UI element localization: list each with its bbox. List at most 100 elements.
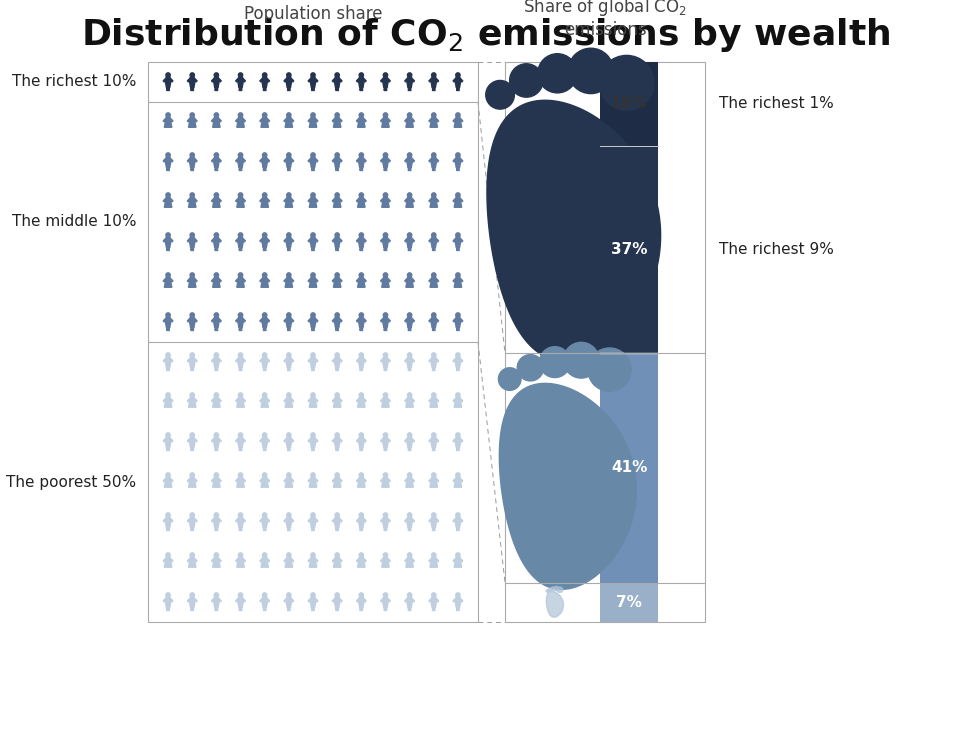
Polygon shape xyxy=(336,607,337,610)
Polygon shape xyxy=(264,166,266,171)
Polygon shape xyxy=(308,78,311,82)
Polygon shape xyxy=(165,597,170,607)
Polygon shape xyxy=(380,158,384,162)
Polygon shape xyxy=(287,527,289,531)
Polygon shape xyxy=(211,598,215,602)
Polygon shape xyxy=(360,247,363,250)
Polygon shape xyxy=(286,157,292,167)
Polygon shape xyxy=(387,238,390,242)
Circle shape xyxy=(383,473,387,477)
Polygon shape xyxy=(360,527,361,531)
Polygon shape xyxy=(359,518,364,527)
Polygon shape xyxy=(435,318,439,322)
Polygon shape xyxy=(188,78,191,82)
Polygon shape xyxy=(406,397,414,407)
Polygon shape xyxy=(411,198,414,202)
Polygon shape xyxy=(314,438,318,442)
Polygon shape xyxy=(165,357,170,367)
Polygon shape xyxy=(459,318,463,322)
Text: Distribution of CO$_2$ emissions by wealth: Distribution of CO$_2$ emissions by weal… xyxy=(82,16,890,54)
Polygon shape xyxy=(405,438,409,442)
Circle shape xyxy=(190,233,195,237)
Polygon shape xyxy=(486,100,661,361)
Polygon shape xyxy=(380,478,384,482)
Polygon shape xyxy=(190,357,195,367)
Polygon shape xyxy=(236,477,244,488)
Polygon shape xyxy=(334,118,341,127)
Circle shape xyxy=(310,313,315,318)
Polygon shape xyxy=(384,87,385,91)
Polygon shape xyxy=(332,358,336,362)
Polygon shape xyxy=(459,198,463,202)
Polygon shape xyxy=(235,358,239,362)
Polygon shape xyxy=(431,237,437,247)
Polygon shape xyxy=(430,397,438,407)
Polygon shape xyxy=(164,197,172,207)
Circle shape xyxy=(383,393,387,397)
Circle shape xyxy=(238,593,242,597)
Polygon shape xyxy=(381,197,389,207)
Circle shape xyxy=(263,273,267,277)
Polygon shape xyxy=(218,238,221,242)
Polygon shape xyxy=(260,278,264,282)
Circle shape xyxy=(214,473,219,477)
Circle shape xyxy=(408,553,412,557)
Text: 7%: 7% xyxy=(616,595,642,610)
Polygon shape xyxy=(163,358,166,362)
Circle shape xyxy=(335,113,340,118)
Circle shape xyxy=(383,513,387,517)
Polygon shape xyxy=(380,558,384,562)
Polygon shape xyxy=(286,357,292,367)
Polygon shape xyxy=(191,607,194,610)
Polygon shape xyxy=(363,558,366,562)
Circle shape xyxy=(408,313,412,318)
Polygon shape xyxy=(357,197,365,207)
Polygon shape xyxy=(407,357,413,367)
Polygon shape xyxy=(194,398,198,402)
Polygon shape xyxy=(213,277,220,288)
Polygon shape xyxy=(456,87,459,91)
Circle shape xyxy=(335,273,340,277)
Polygon shape xyxy=(264,366,266,371)
Polygon shape xyxy=(409,366,410,371)
Polygon shape xyxy=(308,318,311,322)
Text: The richest 1%: The richest 1% xyxy=(719,96,834,112)
Polygon shape xyxy=(407,237,413,247)
Polygon shape xyxy=(407,597,413,607)
Polygon shape xyxy=(384,166,385,171)
Polygon shape xyxy=(356,598,360,602)
Polygon shape xyxy=(360,166,361,171)
Bar xyxy=(600,353,658,583)
Polygon shape xyxy=(214,597,219,607)
Polygon shape xyxy=(190,237,195,247)
Polygon shape xyxy=(339,158,342,162)
Polygon shape xyxy=(339,238,342,242)
Polygon shape xyxy=(211,478,215,482)
Polygon shape xyxy=(262,318,268,327)
Polygon shape xyxy=(163,558,166,562)
Polygon shape xyxy=(238,237,243,247)
Circle shape xyxy=(287,313,291,318)
Polygon shape xyxy=(336,607,339,610)
Polygon shape xyxy=(381,118,389,127)
Polygon shape xyxy=(194,278,198,282)
Polygon shape xyxy=(194,318,198,322)
Circle shape xyxy=(287,513,291,517)
Polygon shape xyxy=(411,118,414,122)
Polygon shape xyxy=(406,197,414,207)
Text: The poorest 50%: The poorest 50% xyxy=(6,474,136,490)
Polygon shape xyxy=(409,166,411,171)
Polygon shape xyxy=(405,78,409,82)
Circle shape xyxy=(310,73,315,77)
Polygon shape xyxy=(456,247,459,250)
Text: emissions: emissions xyxy=(563,21,646,39)
Polygon shape xyxy=(266,398,270,402)
Circle shape xyxy=(432,73,436,77)
Polygon shape xyxy=(235,278,239,282)
Polygon shape xyxy=(360,366,361,371)
Polygon shape xyxy=(435,358,439,362)
Polygon shape xyxy=(335,318,340,327)
Polygon shape xyxy=(194,558,198,562)
Polygon shape xyxy=(288,327,290,331)
Polygon shape xyxy=(356,358,360,362)
